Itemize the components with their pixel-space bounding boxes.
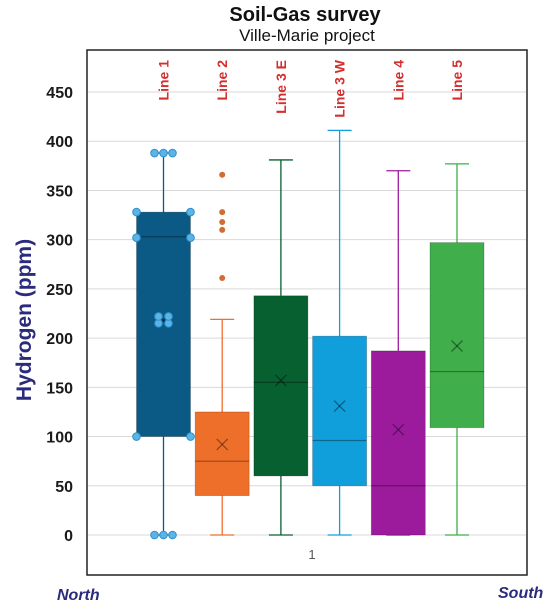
mean-marker <box>451 340 463 352</box>
point-marker <box>186 233 195 242</box>
x-category-label: 1 <box>308 547 315 562</box>
y-tick-label: 100 <box>46 430 73 447</box>
series-label: Line 3 E <box>273 60 289 114</box>
outlier-point <box>219 171 226 178</box>
series-labels: Line 1 Line 2 Line 3 E Line 3 W Line 4 Line 5 <box>156 59 466 117</box>
box-1 <box>132 148 195 540</box>
y-tick-label: 50 <box>55 479 73 496</box>
box-2 <box>194 171 250 536</box>
y-axis-label: Hydrogen (ppm) <box>13 239 36 401</box>
y-axis-ticks: 0 50 100 150 200 250 300 350 400 450 <box>46 85 73 545</box>
mean-marker <box>451 340 463 352</box>
point-marker <box>150 148 159 158</box>
mean-marker <box>216 438 229 451</box>
box-3 <box>253 159 309 536</box>
mean-marker <box>274 374 287 387</box>
iqr-box <box>429 242 485 429</box>
y-tick-label: 250 <box>46 282 73 299</box>
mean-marker <box>274 374 287 387</box>
mean-marker <box>333 400 346 412</box>
y-tick-label: 300 <box>46 233 73 250</box>
point-marker <box>186 432 195 441</box>
outlier-point <box>219 218 226 225</box>
box-4 <box>312 129 368 536</box>
point-marker <box>168 530 177 540</box>
north-label: North <box>57 587 100 603</box>
y-tick-label: 400 <box>46 134 73 151</box>
point-marker <box>150 530 159 540</box>
y-tick-label: 450 <box>46 85 73 102</box>
point-marker <box>154 312 163 321</box>
series-label: Line 2 <box>214 60 230 101</box>
point-marker <box>168 148 177 158</box>
mean-marker <box>392 423 405 436</box>
point-marker <box>132 207 141 217</box>
y-tick-label: 200 <box>46 331 73 348</box>
chart-subtitle: Ville-Marie project <box>239 26 375 45</box>
mean-marker <box>333 400 346 412</box>
outlier-point <box>219 209 226 216</box>
series-label: Line 4 <box>390 60 406 101</box>
box-6 <box>429 163 485 536</box>
series-label: Line 5 <box>449 60 465 101</box>
series-label: Line 3 W <box>332 59 348 117</box>
mean-marker <box>216 438 229 451</box>
outlier-point <box>219 226 226 233</box>
iqr-box <box>253 295 309 477</box>
iqr-box <box>312 335 368 487</box>
point-marker <box>132 233 141 242</box>
iqr-box <box>136 211 191 437</box>
y-tick-label: 150 <box>46 380 73 397</box>
point-marker <box>159 530 168 540</box>
point-marker <box>164 312 173 321</box>
series-label: Line 1 <box>156 60 172 101</box>
point-marker <box>186 207 195 217</box>
y-tick-label: 350 <box>46 183 73 200</box>
box-series <box>132 129 485 540</box>
point-marker <box>132 432 141 441</box>
y-tick-label: 0 <box>64 528 73 545</box>
iqr-box <box>194 411 250 497</box>
iqr-box <box>370 350 426 536</box>
outlier-point <box>219 275 226 282</box>
mean-marker <box>392 423 405 436</box>
point-marker <box>159 148 168 158</box>
chart-title: Soil-Gas survey <box>229 4 381 26</box>
south-label: South <box>498 585 544 602</box>
box-5 <box>370 170 426 536</box>
